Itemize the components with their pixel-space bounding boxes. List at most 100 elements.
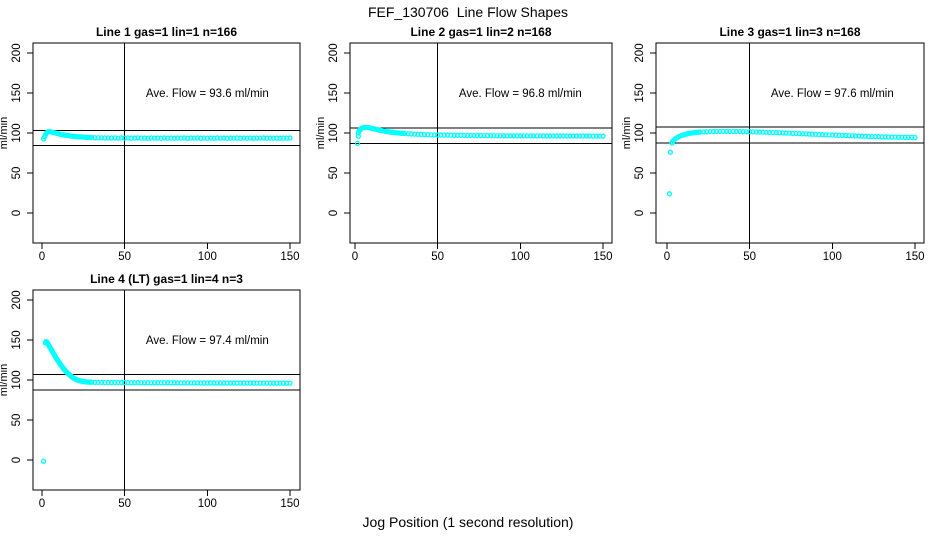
data-point: [280, 380, 287, 386]
data-point: [102, 135, 108, 141]
data-point: [287, 135, 293, 141]
x-tick-label: 50: [743, 251, 756, 263]
data-point: [274, 380, 280, 386]
data-point: [270, 135, 277, 141]
data-point: [451, 132, 457, 138]
data-point: [753, 129, 759, 135]
data-point: [401, 130, 408, 137]
data-point: [250, 380, 257, 386]
data-point: [435, 132, 441, 138]
data-point: [823, 132, 829, 138]
data-point: [497, 133, 504, 139]
data-point: [211, 380, 217, 386]
panel-title: Line 2 gas=1 lin=2 n=168: [410, 25, 551, 39]
data-point: [181, 135, 187, 141]
data-point: [92, 135, 98, 141]
data-point: [707, 128, 713, 135]
data-point: [408, 131, 414, 137]
data-point: [254, 380, 260, 386]
data-point: [593, 133, 600, 139]
x-tick-label: 50: [118, 251, 131, 263]
data-point: [425, 132, 431, 138]
data-point: [573, 133, 580, 139]
data-point: [507, 133, 514, 139]
data-point: [277, 380, 283, 386]
data-point: [832, 132, 839, 138]
data-point: [816, 131, 822, 138]
data-point: [537, 133, 543, 139]
data-point: [118, 135, 125, 141]
data-point: [115, 135, 121, 141]
ave-flow-annotation: Ave. Flow = 96.8 ml/min: [459, 88, 582, 100]
data-point: [415, 131, 421, 137]
data-point: [819, 131, 826, 138]
data-point: [511, 133, 517, 139]
panel-3-points: [666, 128, 918, 197]
data-point: [438, 132, 444, 138]
data-point: [899, 134, 905, 140]
data-point: [174, 380, 181, 386]
data-point: [267, 380, 273, 386]
data-point: [727, 128, 733, 135]
data-point: [128, 379, 134, 386]
panel-2-points: [354, 124, 606, 147]
data-point: [481, 132, 487, 139]
data-point: [207, 135, 214, 141]
data-point: [776, 130, 783, 136]
data-point: [198, 380, 204, 386]
data-point: [161, 135, 167, 141]
x-tick-label: 0: [39, 498, 45, 510]
data-point: [221, 135, 227, 141]
data-point: [783, 130, 789, 136]
data-point: [723, 128, 730, 135]
data-point: [108, 379, 115, 386]
panel-title: Line 1 gas=1 lin=1 n=166: [96, 25, 237, 39]
data-point: [201, 135, 207, 141]
x-tick-label: 150: [280, 498, 299, 510]
data-point: [530, 133, 537, 139]
y-tick-label: 50: [11, 414, 23, 427]
data-point: [517, 133, 523, 139]
data-point: [141, 135, 148, 141]
data-point: [165, 135, 171, 141]
data-point: [583, 133, 590, 139]
data-point: [211, 135, 217, 141]
data-point: [444, 132, 451, 138]
x-tick-label: 100: [198, 251, 217, 263]
data-point: [780, 130, 786, 136]
data-point: [118, 379, 125, 386]
data-point: [98, 135, 105, 141]
data-point: [872, 133, 878, 140]
data-point: [803, 131, 809, 137]
data-point: [912, 134, 918, 141]
data-point: [421, 131, 428, 138]
x-tick-label: 150: [905, 251, 924, 263]
data-point: [257, 135, 263, 141]
data-point: [587, 133, 593, 139]
data-point: [224, 380, 230, 386]
data-point: [491, 133, 497, 139]
panel-1: 0 50 100 150 0 50 100 150 200 ml/min Line 1 gas=1 …: [0, 25, 301, 263]
data-point: [590, 133, 596, 139]
data-point: [254, 135, 260, 141]
data-point: [148, 135, 154, 141]
data-point: [191, 380, 197, 386]
data-point: [264, 380, 270, 386]
data-point: [710, 128, 716, 135]
data-point: [112, 379, 118, 386]
data-point: [105, 379, 111, 386]
data-point: [563, 133, 570, 139]
data-point: [194, 380, 201, 386]
data-point: [125, 379, 131, 386]
y-tick-label: 100: [328, 123, 340, 142]
data-point: [842, 132, 849, 139]
data-point: [750, 129, 756, 135]
data-point: [799, 131, 806, 137]
y-tick-label: 0: [11, 457, 23, 463]
data-point: [813, 131, 819, 137]
data-point: [241, 135, 247, 141]
y-tick-label: 200: [634, 43, 646, 62]
data-point: [839, 132, 845, 139]
data-point: [829, 132, 835, 138]
data-point: [567, 133, 573, 139]
